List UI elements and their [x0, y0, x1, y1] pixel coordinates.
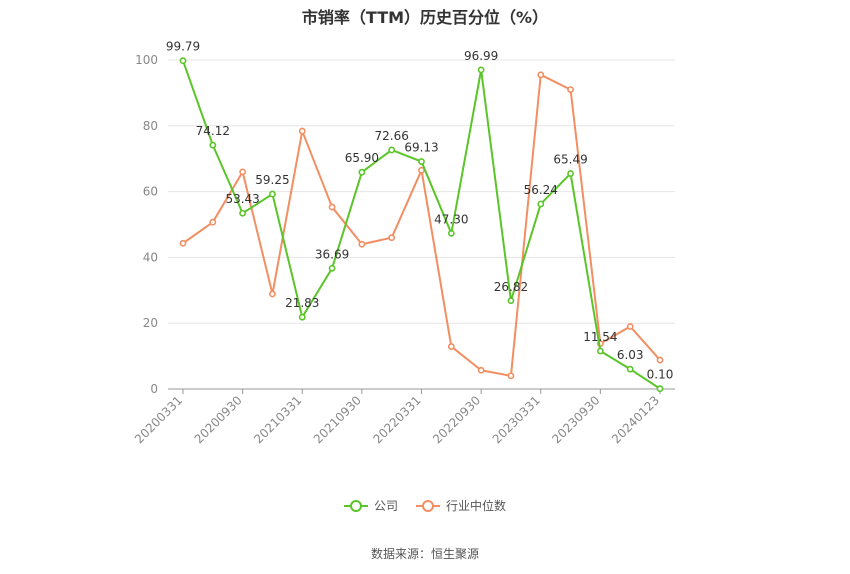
industry-median-point	[537, 71, 545, 79]
company-point	[388, 146, 396, 154]
industry-median-point	[507, 372, 515, 380]
company-point	[626, 365, 634, 373]
industry-median-point	[298, 127, 306, 135]
x-tick-label: 20200930	[192, 393, 245, 446]
industry-median-point	[626, 323, 634, 330]
company-point	[656, 385, 664, 393]
company-data-label: 96.99	[464, 49, 498, 63]
company-point	[328, 264, 336, 272]
company-data-label: 65.49	[553, 153, 587, 167]
company-point	[269, 190, 276, 198]
legend-item-industry-median[interactable]: 行业中位数	[416, 497, 506, 514]
industry-median-point	[179, 239, 187, 247]
industry-median-point	[656, 356, 664, 364]
industry-median-point	[477, 366, 485, 374]
legend-company-label: 公司	[373, 499, 398, 513]
legend-industry-marker-icon	[416, 499, 440, 512]
company-point	[567, 170, 574, 177]
industry-median-point	[358, 240, 366, 248]
legend-company-marker-icon	[343, 499, 368, 512]
company-data-label: 21.83	[285, 296, 319, 310]
x-tick-label: 20230930	[549, 393, 602, 446]
axis-layer: 0 20 40 60 80 100 20200331 20200930 20210331 2021…	[132, 53, 675, 446]
company-data-label: 74.12	[196, 124, 230, 138]
company-point	[477, 66, 485, 74]
company-data-label: 11.54	[583, 330, 617, 344]
y-tick-label: 20	[143, 316, 158, 330]
company-data-label: 6.03	[617, 348, 644, 362]
company-data-label: 47.30	[434, 212, 468, 226]
x-tick-label: 20210930	[311, 393, 364, 446]
company-data-label: 36.69	[315, 247, 349, 261]
company-point	[537, 200, 545, 208]
industry-median-point	[209, 218, 217, 226]
company-point	[209, 141, 217, 149]
y-tick-label: 0	[150, 382, 158, 396]
grid-layer	[168, 59, 675, 324]
industry-median-point	[567, 86, 574, 94]
company-data-label: 69.13	[404, 141, 438, 155]
x-tick-label: 20240123	[609, 393, 662, 446]
legend: 公司 行业中位数	[0, 497, 850, 514]
company-data-label: 0.10	[647, 368, 674, 382]
x-tick-label: 20230331	[490, 393, 543, 446]
company-data-label: 53.43	[225, 192, 259, 206]
x-tick-label: 20220331	[371, 393, 424, 446]
y-tick-label: 100	[135, 53, 158, 67]
legend-item-company[interactable]: 公司	[343, 497, 398, 514]
industry-median-point	[388, 234, 396, 242]
company-point	[298, 313, 306, 321]
company-point	[239, 209, 247, 217]
company-point	[418, 158, 425, 165]
company-data-label: 65.90	[345, 151, 379, 165]
company-data-label: 26.82	[494, 280, 528, 294]
data-label-layer: 99.79 74.12 53.43 59.25 21.83 36.69 65.90 72.66…	[166, 40, 674, 382]
industry-median-point	[328, 203, 336, 211]
y-tick-label: 40	[143, 250, 158, 264]
company-point	[596, 347, 604, 355]
company-data-label: 59.25	[255, 173, 289, 187]
y-tick-label: 60	[143, 185, 158, 199]
source-note: 数据来源：恒生聚源	[370, 547, 479, 561]
x-tick-label: 20200331	[132, 393, 185, 446]
chart-title: 市销率（TTM）历史百分位（%）	[301, 8, 549, 27]
industry-median-point	[447, 343, 455, 350]
company-data-label: 72.66	[375, 129, 409, 143]
y-tick-label: 80	[143, 119, 158, 133]
company-point	[447, 229, 455, 237]
company-data-label: 56.24	[524, 183, 558, 197]
company-point	[179, 57, 187, 65]
x-tick-label: 20210331	[251, 393, 304, 446]
x-tick-label: 20220930	[430, 393, 483, 446]
legend-industry-label: 行业中位数	[446, 499, 507, 513]
industry-median-point	[269, 290, 276, 298]
company-point	[507, 297, 515, 305]
company-point	[358, 168, 366, 176]
company-data-label: 99.79	[166, 40, 200, 54]
industry-median-point	[239, 168, 247, 176]
series-layer	[179, 57, 664, 393]
